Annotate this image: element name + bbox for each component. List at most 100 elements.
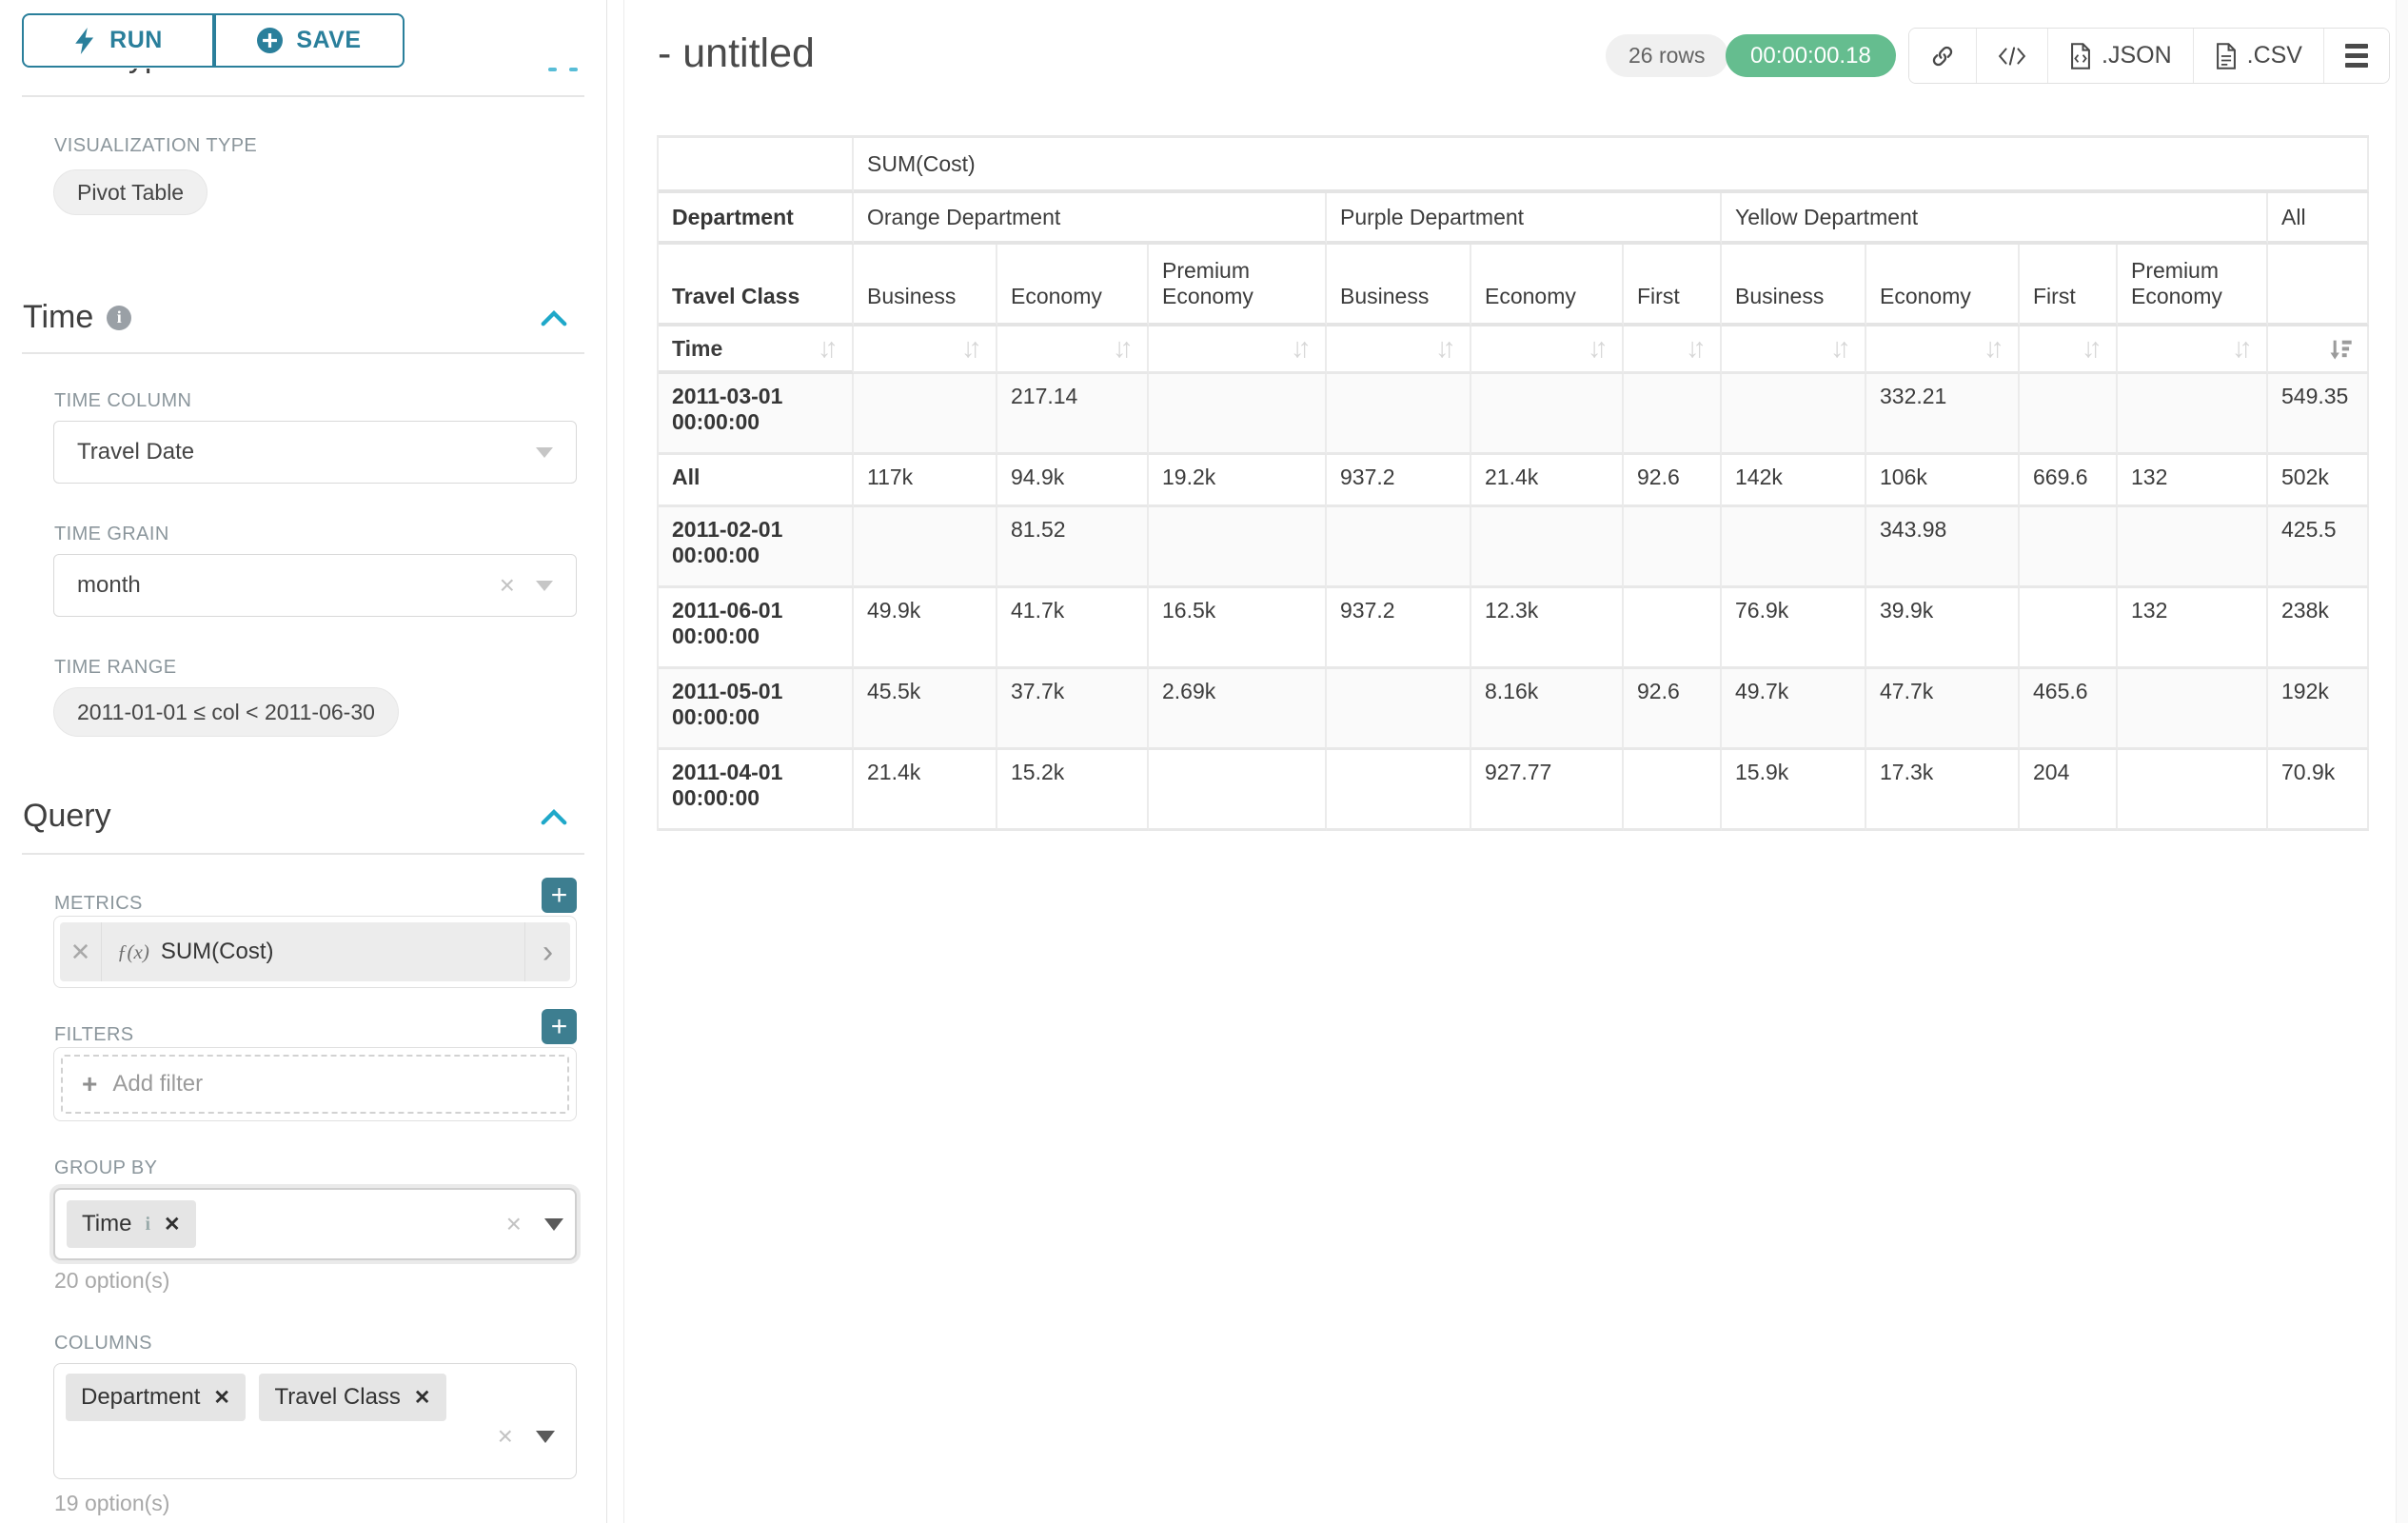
sort-icon[interactable]: ↓↑	[1686, 333, 1707, 365]
pivot-value-cell: 2.69k	[1149, 669, 1327, 750]
add-metric-button[interactable]: +	[542, 878, 577, 913]
pivot-value-cell: 94.9k	[997, 455, 1149, 507]
pivot-value-cell: 12.3k	[1471, 588, 1624, 669]
sort-icon[interactable]: ↓↑	[2232, 333, 2253, 365]
pivot-value-cell: 142k	[1722, 455, 1866, 507]
column-sort-cell[interactable]: ↓↑	[997, 326, 1149, 374]
caret-down-icon	[536, 1431, 555, 1443]
sort-descending-icon[interactable]	[2327, 336, 2354, 363]
group-by-label: GROUP BY	[54, 1157, 157, 1179]
chip-label: Time	[82, 1211, 131, 1237]
visualization-type-pill[interactable]: Pivot Table	[53, 169, 207, 215]
time-range-label: TIME RANGE	[54, 657, 176, 679]
group-by-chip-time[interactable]: Time i ✕	[67, 1200, 196, 1248]
add-filter-button[interactable]: + Add filter	[61, 1055, 569, 1114]
plus-circle-icon	[257, 28, 283, 53]
group-by-select[interactable]: Time i ✕ ×	[53, 1188, 577, 1260]
pivot-value-cell: 49.7k	[1722, 669, 1866, 750]
clear-icon[interactable]: ×	[498, 1423, 513, 1450]
sort-icon[interactable]: ↓↑	[818, 333, 839, 365]
pivot-value-cell: 343.98	[1866, 507, 2020, 588]
column-sort-cell[interactable]: ↓↑	[854, 326, 997, 374]
columns-chip-travel-class[interactable]: Travel Class ✕	[259, 1374, 445, 1421]
save-button-label: SAVE	[296, 27, 361, 54]
export-json-button[interactable]: .JSON	[2048, 29, 2194, 83]
remove-chip-icon[interactable]: ✕	[213, 1386, 230, 1410]
export-csv-button[interactable]: .CSV	[2194, 29, 2324, 83]
column-sort-cell[interactable]: ↓↑	[1149, 326, 1327, 374]
pivot-value-cell: 76.9k	[1722, 588, 1866, 669]
column-sort-cell[interactable]: ↓↑	[1327, 326, 1471, 374]
time-range-value: 2011-01-01 ≤ col < 2011-06-30	[77, 700, 375, 725]
divider	[22, 853, 584, 855]
info-icon[interactable]: i	[107, 306, 131, 330]
clear-icon[interactable]: ×	[506, 1211, 522, 1237]
time-sort-header[interactable]: Time↓↑	[659, 326, 854, 374]
remove-chip-icon[interactable]: ✕	[414, 1386, 431, 1410]
time-range-pill[interactable]: 2011-01-01 ≤ col < 2011-06-30	[53, 687, 399, 737]
sort-icon[interactable]: ↓↑	[1435, 333, 1456, 365]
chevron-right-icon[interactable]: ›	[524, 922, 570, 981]
function-icon: ƒ(x)	[117, 940, 149, 964]
sort-icon[interactable]: ↓↑	[1588, 333, 1609, 365]
col-group-header: Yellow Department	[1722, 193, 2268, 245]
time-grain-select[interactable]: month ×	[53, 554, 577, 617]
row-dim-header: Department	[659, 193, 854, 245]
chevron-up-icon[interactable]	[540, 807, 568, 826]
sort-icon[interactable]: ↓↑	[1984, 333, 2004, 365]
pivot-value-cell	[1149, 374, 1327, 455]
corner-cell	[659, 138, 854, 193]
column-sort-cell[interactable]: ↓↑	[2118, 326, 2268, 374]
panel-resizer[interactable]	[606, 0, 624, 1523]
col-header: First	[2020, 245, 2118, 326]
pivot-value-cell	[1624, 507, 1722, 588]
pivot-value-cell: 132	[2118, 588, 2268, 669]
column-sort-cell[interactable]: ↓↑	[1471, 326, 1624, 374]
column-sort-cell[interactable]: ↓↑	[1722, 326, 1866, 374]
clear-icon[interactable]: ×	[500, 572, 515, 599]
pivot-value-cell	[854, 374, 997, 455]
chart-title[interactable]: - untitled	[658, 30, 815, 77]
metric-chip[interactable]: ✕ ƒ(x) SUM(Cost) ›	[60, 922, 570, 981]
column-sort-cell[interactable]	[2268, 326, 2369, 374]
time-column-select[interactable]: Travel Date	[53, 421, 577, 484]
pivot-value-cell: 204	[2020, 750, 2118, 831]
sort-icon[interactable]: ↓↑	[1291, 333, 1312, 365]
pivot-value-cell: 549.35	[2268, 374, 2369, 455]
remove-metric-icon[interactable]: ✕	[60, 922, 102, 981]
columns-options-hint: 19 option(s)	[54, 1491, 169, 1516]
column-sort-cell[interactable]: ↓↑	[2020, 326, 2118, 374]
run-button[interactable]: RUN	[22, 13, 214, 68]
code-icon	[1998, 45, 2026, 68]
query-section-header: Query	[23, 798, 568, 835]
chevron-up-icon[interactable]	[540, 308, 568, 327]
pivot-row: 2011-05-01 00:00:0045.5k37.7k2.69k8.16k9…	[659, 669, 2369, 750]
query-timer-badge: 00:00:00.18	[1726, 34, 1896, 77]
info-icon[interactable]: i	[145, 1214, 150, 1236]
pivot-value-cell: 927.77	[1471, 750, 1624, 831]
row-label-cell: 2011-04-01 00:00:00	[659, 750, 854, 831]
column-sort-cell[interactable]: ↓↑	[1624, 326, 1722, 374]
sort-icon[interactable]: ↓↑	[2082, 333, 2102, 365]
share-link-button[interactable]	[1909, 29, 1977, 83]
sort-icon[interactable]: ↓↑	[1113, 333, 1134, 365]
col-group-header: Purple Department	[1327, 193, 1722, 245]
columns-select[interactable]: Department ✕ Travel Class ✕ ×	[53, 1363, 577, 1479]
time-grain-value: month	[77, 572, 141, 599]
embed-code-button[interactable]	[1977, 29, 2048, 83]
columns-chip-department[interactable]: Department ✕	[66, 1374, 246, 1421]
pivot-value-cell: 70.9k	[2268, 750, 2369, 831]
sort-icon[interactable]: ↓↑	[961, 333, 982, 365]
sort-icon[interactable]: ↓↑	[1830, 333, 1851, 365]
lightning-bolt-icon	[73, 28, 96, 54]
add-filter-plus-button[interactable]: +	[542, 1009, 577, 1044]
scrollbar-gutter[interactable]	[2396, 0, 2408, 1523]
column-sort-cell[interactable]: ↓↑	[1866, 326, 2020, 374]
save-button[interactable]: SAVE	[214, 13, 405, 68]
more-menu-button[interactable]	[2324, 29, 2389, 83]
visualization-type-label: VISUALIZATION TYPE	[54, 135, 257, 157]
remove-chip-icon[interactable]: ✕	[164, 1213, 181, 1236]
pivot-value-cell	[1722, 507, 1866, 588]
pivot-value-cell: 15.9k	[1722, 750, 1866, 831]
col-header: Business	[854, 245, 997, 326]
